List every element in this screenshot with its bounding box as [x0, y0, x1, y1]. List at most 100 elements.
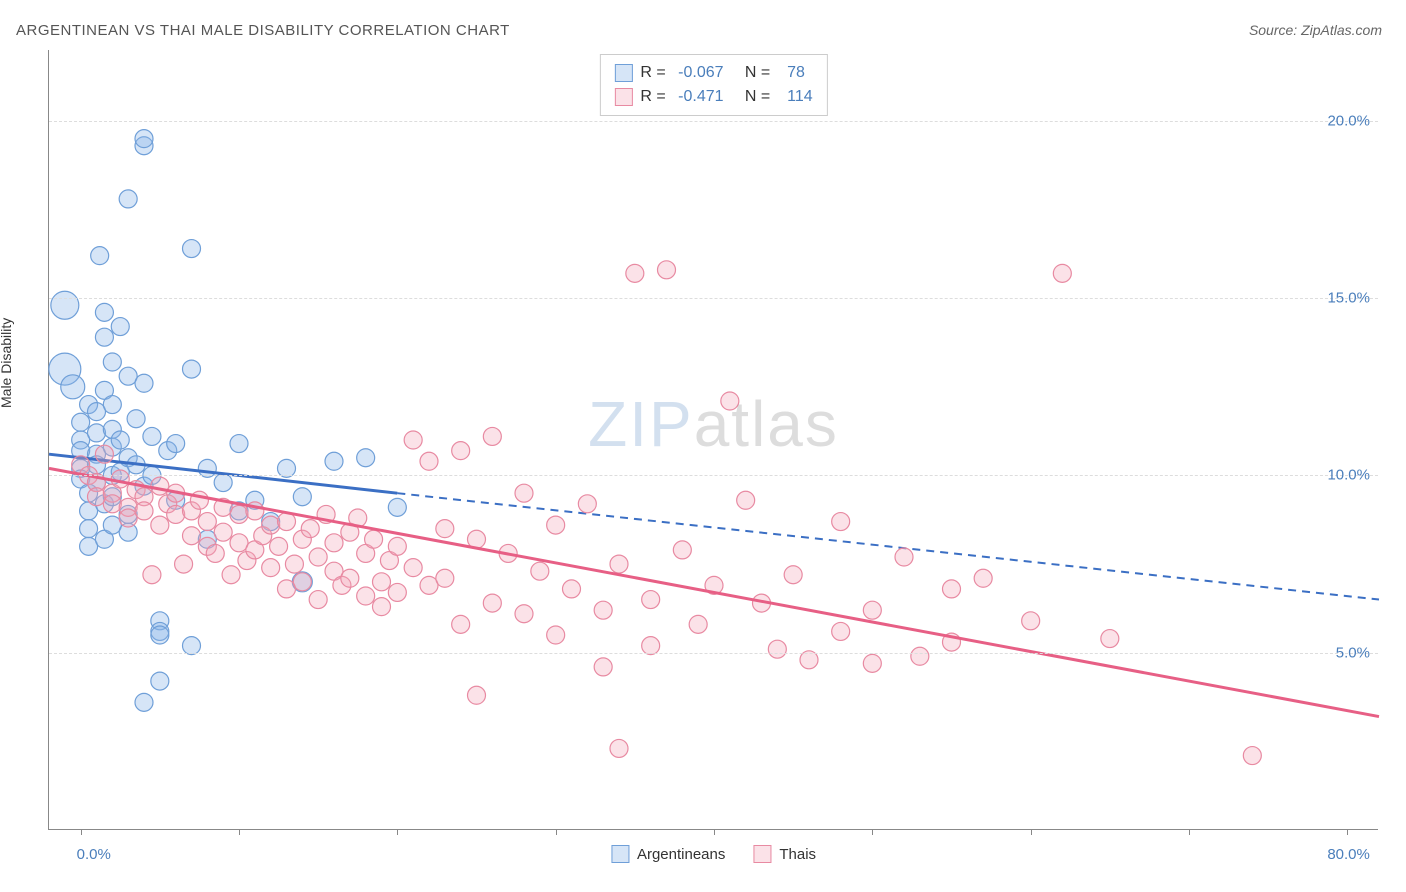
x-tick	[872, 829, 873, 835]
scatter-point	[1022, 612, 1040, 630]
stat-r-label: R =	[640, 85, 670, 109]
scatter-point	[61, 375, 85, 399]
stat-n-label: N =	[732, 85, 775, 109]
scatter-point	[642, 591, 660, 609]
scatter-point	[483, 427, 501, 445]
legend-item: Argentineans	[611, 845, 725, 863]
scatter-point	[91, 247, 109, 265]
scatter-point	[285, 555, 303, 573]
stat-n-value: 78	[783, 61, 805, 85]
stat-r-label: R =	[640, 61, 670, 85]
stat-r-value: -0.067	[678, 61, 723, 85]
scatter-point	[626, 264, 644, 282]
scatter-point	[594, 601, 612, 619]
bottom-legend: Argentineans Thais	[611, 845, 816, 863]
scatter-point	[468, 686, 486, 704]
scatter-point	[95, 445, 113, 463]
scatter-point	[293, 573, 311, 591]
scatter-point	[578, 495, 596, 513]
scatter-point	[357, 449, 375, 467]
scatter-point	[1053, 264, 1071, 282]
source-attribution: Source: ZipAtlas.com	[1249, 22, 1382, 38]
y-tick-label: 10.0%	[1327, 467, 1370, 484]
x-tick	[239, 829, 240, 835]
scatter-point	[111, 318, 129, 336]
scatter-point	[262, 559, 280, 577]
scatter-point	[974, 569, 992, 587]
scatter-point	[768, 640, 786, 658]
legend-swatch	[753, 845, 771, 863]
stats-legend-box: R = -0.067 N = 78R = -0.471 N = 114	[599, 54, 827, 116]
scatter-point	[388, 498, 406, 516]
gridline	[49, 298, 1378, 299]
x-tick	[556, 829, 557, 835]
scatter-point	[943, 580, 961, 598]
scatter-point	[80, 520, 98, 538]
scatter-point	[167, 435, 185, 453]
gridline	[49, 653, 1378, 654]
scatter-point	[175, 555, 193, 573]
scatter-point	[610, 739, 628, 757]
scatter-point	[325, 534, 343, 552]
x-tick	[1189, 829, 1190, 835]
scatter-point	[183, 240, 201, 258]
y-tick-label: 5.0%	[1336, 644, 1370, 661]
scatter-point	[863, 654, 881, 672]
scatter-point	[135, 502, 153, 520]
scatter-point	[183, 360, 201, 378]
stats-row: R = -0.471 N = 114	[614, 85, 812, 109]
scatter-point	[222, 566, 240, 584]
y-axis-label: Male Disability	[0, 318, 14, 408]
gridline	[49, 121, 1378, 122]
scatter-point	[135, 374, 153, 392]
scatter-point	[95, 328, 113, 346]
scatter-point	[72, 413, 90, 431]
scatter-point	[151, 516, 169, 534]
y-tick-label: 20.0%	[1327, 112, 1370, 129]
scatter-point	[135, 130, 153, 148]
scatter-point	[357, 587, 375, 605]
scatter-point	[689, 615, 707, 633]
x-tick	[397, 829, 398, 835]
scatter-point	[404, 431, 422, 449]
scatter-point	[151, 672, 169, 690]
scatter-point	[309, 591, 327, 609]
scatter-point	[143, 566, 161, 584]
scatter-point	[547, 516, 565, 534]
scatter-point	[832, 513, 850, 531]
scatter-point	[214, 523, 232, 541]
scatter-point	[436, 569, 454, 587]
scatter-point	[230, 505, 248, 523]
scatter-point	[863, 601, 881, 619]
x-tick-label: 0.0%	[77, 846, 111, 863]
x-tick	[714, 829, 715, 835]
scatter-point	[151, 626, 169, 644]
scatter-point	[230, 435, 248, 453]
scatter-point	[784, 566, 802, 584]
scatter-point	[515, 605, 533, 623]
scatter-point	[452, 615, 470, 633]
scatter-point	[365, 530, 383, 548]
scatter-point	[262, 516, 280, 534]
scatter-point	[1243, 747, 1261, 765]
x-tick	[81, 829, 82, 835]
legend-item: Thais	[753, 845, 816, 863]
scatter-point	[388, 583, 406, 601]
scatter-point	[515, 484, 533, 502]
scatter-point	[111, 431, 129, 449]
scatter-point	[737, 491, 755, 509]
scatter-point	[721, 392, 739, 410]
series-swatch	[614, 88, 632, 106]
scatter-point	[309, 548, 327, 566]
gridline	[49, 475, 1378, 476]
scatter-point	[1101, 630, 1119, 648]
scatter-point	[373, 573, 391, 591]
scatter-point	[103, 396, 121, 414]
scatter-point	[658, 261, 676, 279]
scatter-point	[301, 520, 319, 538]
trend-line-dashed	[397, 493, 1379, 599]
scatter-point	[531, 562, 549, 580]
scatter-point	[103, 353, 121, 371]
scatter-point	[325, 452, 343, 470]
scatter-point	[436, 520, 454, 538]
